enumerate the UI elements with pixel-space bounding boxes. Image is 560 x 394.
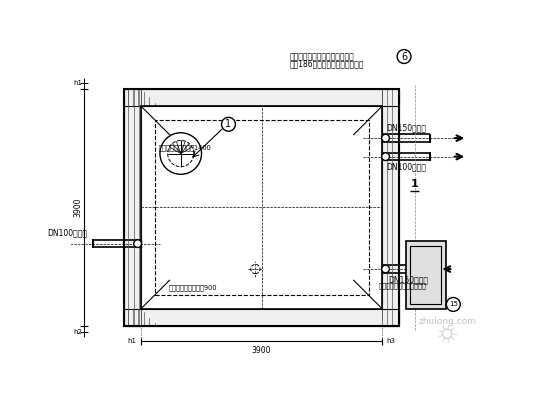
Circle shape — [446, 297, 460, 311]
Text: 1: 1 — [226, 119, 231, 129]
Text: 通风管，高出覆土面1400: 通风管，高出覆土面1400 — [158, 144, 211, 151]
Circle shape — [222, 117, 235, 131]
Text: h3: h3 — [386, 338, 395, 344]
Text: 通风管，高出覆土面900: 通风管，高出覆土面900 — [169, 284, 217, 291]
Text: 见第186页，安装要求详见总说明: 见第186页，安装要求详见总说明 — [290, 59, 365, 69]
Circle shape — [382, 134, 389, 142]
Text: 顶板预留水位传示装置孔，做法: 顶板预留水位传示装置孔，做法 — [290, 52, 355, 61]
Bar — [141, 106, 382, 309]
Bar — [124, 309, 399, 326]
Text: DN150出水管: DN150出水管 — [386, 123, 426, 132]
Circle shape — [442, 329, 452, 338]
Bar — [405, 241, 446, 309]
Text: DN150溢水管: DN150溢水管 — [389, 275, 428, 284]
Circle shape — [134, 240, 142, 247]
Circle shape — [382, 265, 389, 273]
Text: DN100进水管: DN100进水管 — [47, 229, 87, 238]
Text: 3900: 3900 — [74, 198, 83, 217]
Text: 6: 6 — [401, 52, 407, 61]
Bar — [124, 89, 399, 106]
Text: zhulong.com: zhulong.com — [418, 317, 476, 326]
Text: h2: h2 — [73, 329, 82, 335]
Circle shape — [397, 50, 411, 63]
Text: 3900: 3900 — [252, 346, 272, 355]
Bar — [410, 246, 441, 305]
Circle shape — [382, 153, 389, 160]
Bar — [155, 120, 368, 295]
Text: h1: h1 — [128, 338, 137, 344]
Text: 尺寸根据工程具体情况决定: 尺寸根据工程具体情况决定 — [379, 282, 427, 289]
Text: 1: 1 — [411, 179, 419, 190]
Text: 15: 15 — [449, 301, 458, 307]
Bar — [124, 89, 399, 326]
Bar — [124, 89, 141, 326]
Bar — [382, 89, 399, 326]
Text: h1: h1 — [73, 80, 82, 86]
Text: DN100滤水管: DN100滤水管 — [386, 163, 426, 172]
